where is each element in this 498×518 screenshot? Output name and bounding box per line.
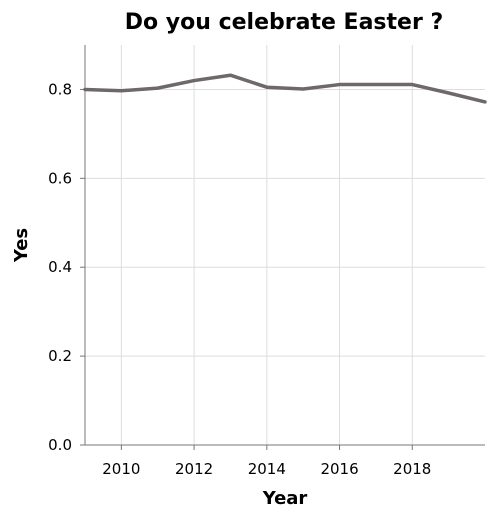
chart-title: Do you celebrate Easter ? xyxy=(125,10,443,35)
series-layer xyxy=(83,73,487,104)
x-axis-label: Year xyxy=(262,488,308,509)
x-tick-label: 2010 xyxy=(102,460,140,478)
gridlines xyxy=(85,45,485,445)
y-tick-label: 0.4 xyxy=(48,258,72,276)
x-tick-label: 2012 xyxy=(175,460,213,478)
x-tick-label: 2018 xyxy=(393,460,431,478)
y-tick-label: 0.2 xyxy=(48,347,72,365)
axes xyxy=(80,45,485,450)
y-tick-label: 0.8 xyxy=(48,80,72,98)
x-tick-label: 2016 xyxy=(320,460,358,478)
tick-labels: 2010 2012 2014 2016 2018 0.0 0.2 0.4 0.6 0.8 xyxy=(48,80,431,478)
y-axis-label: Yes xyxy=(11,228,32,263)
y-tick-label: 0.0 xyxy=(48,436,72,454)
y-tick-label: 0.6 xyxy=(48,169,72,187)
x-tick-label: 2014 xyxy=(248,460,286,478)
series-line xyxy=(83,73,487,104)
